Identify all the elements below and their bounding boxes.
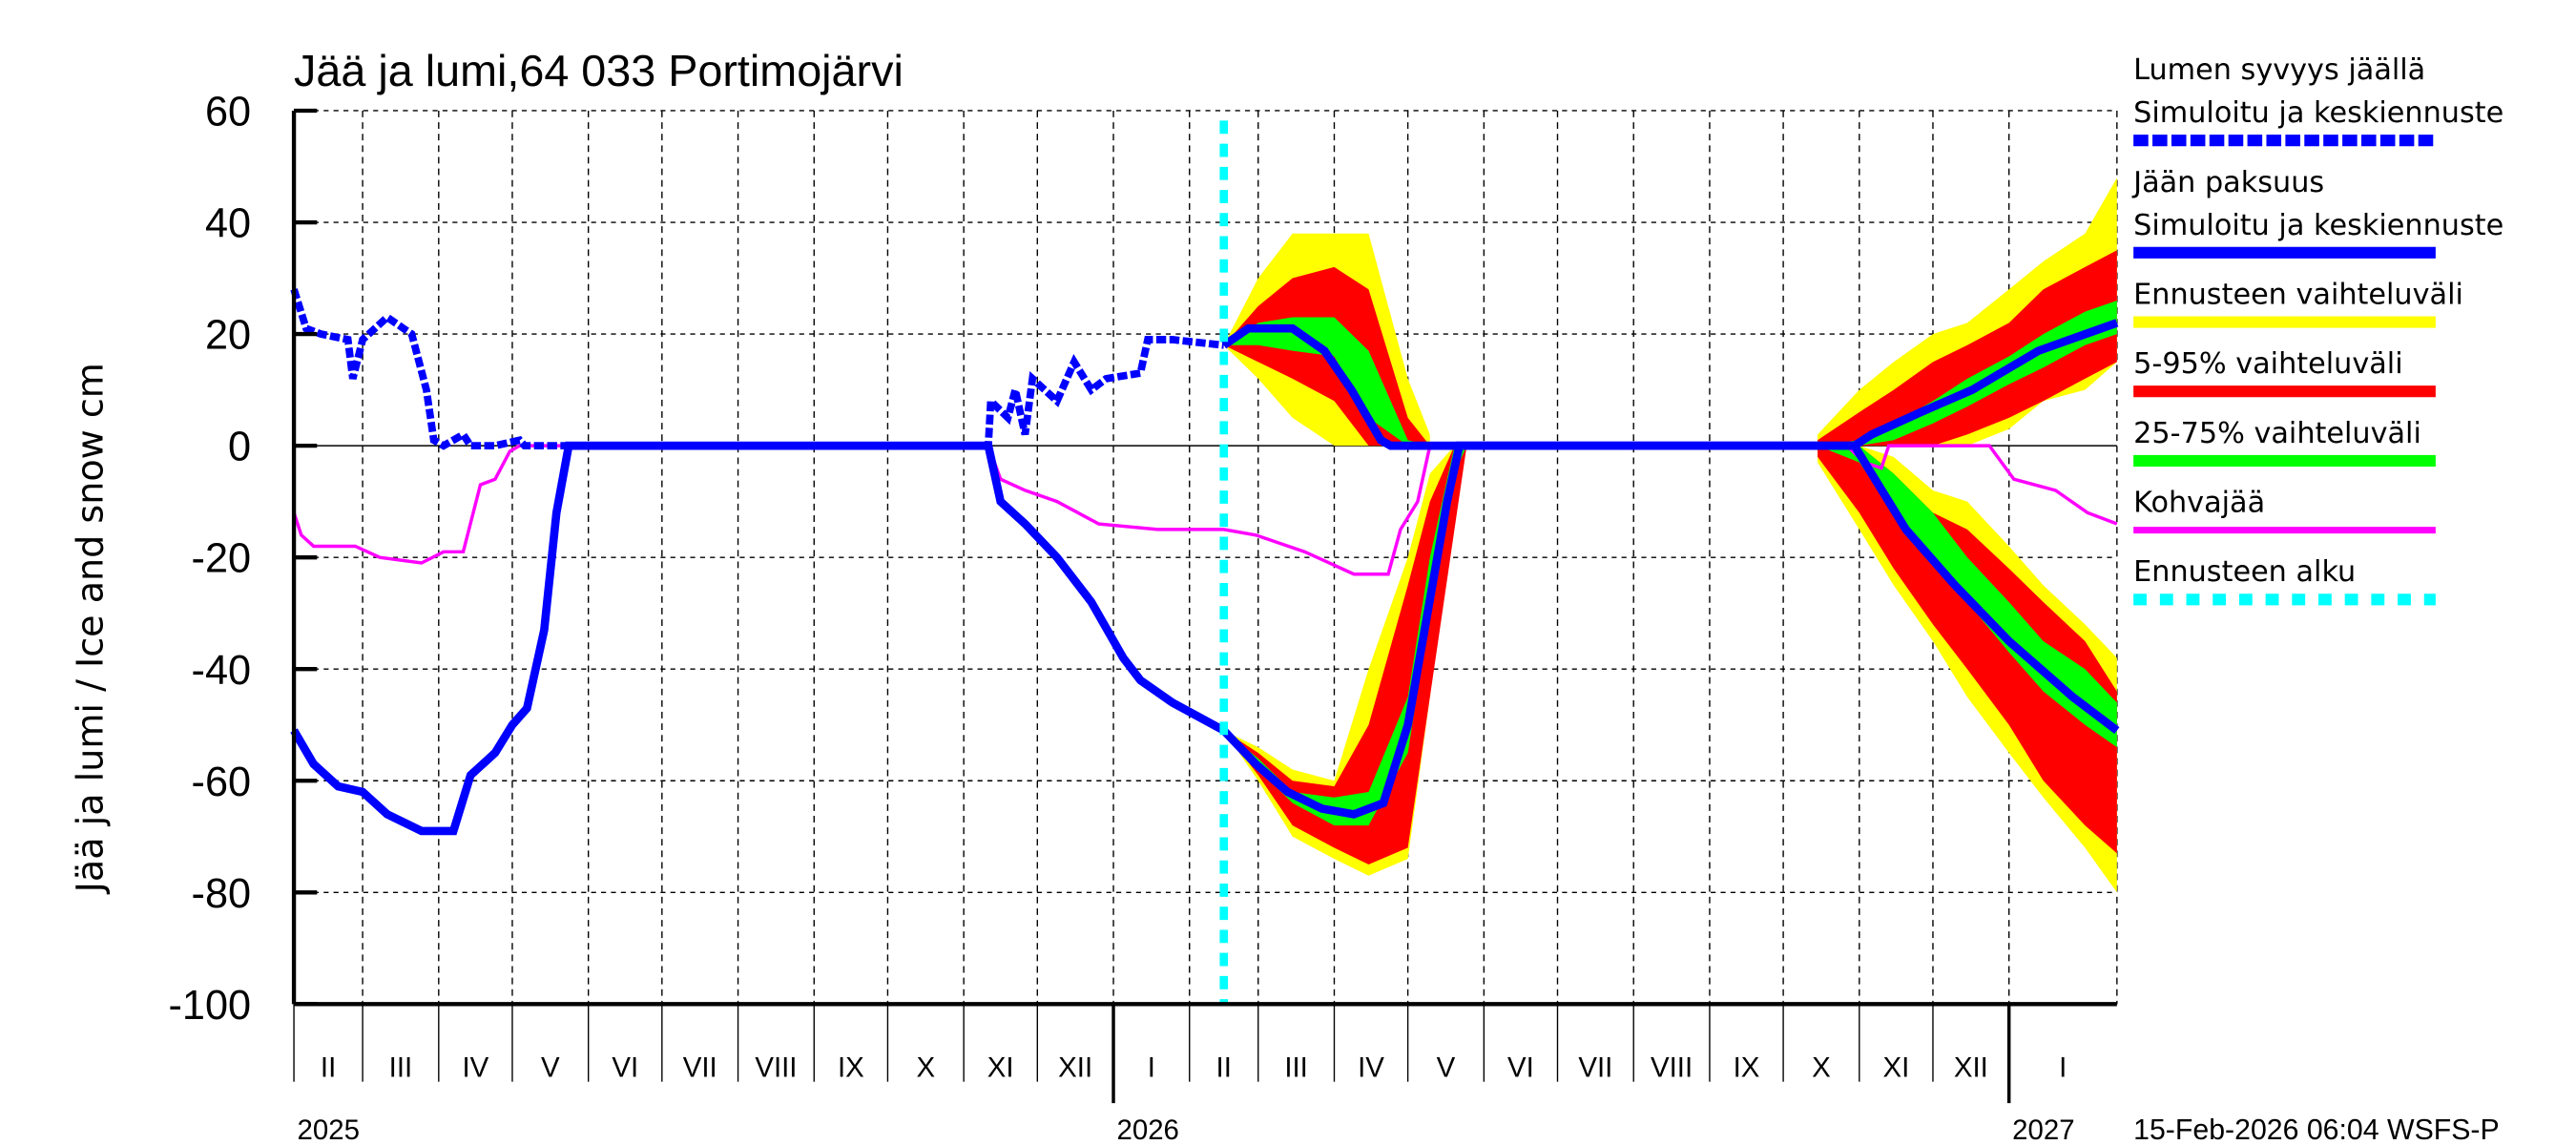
y-tick-label: -80: [192, 871, 252, 917]
month-label: VIII: [755, 1051, 797, 1083]
month-label: II: [321, 1051, 336, 1083]
y-tick-label: 40: [205, 201, 251, 247]
p5-95-band-ice-autumn: [1818, 446, 2117, 854]
series-lines: [290, 120, 2120, 1005]
y-tick-label: 0: [228, 425, 251, 470]
legend-label: Simuloitu ja keskiennuste: [2133, 96, 2503, 130]
month-label: IX: [838, 1051, 864, 1083]
legend-label: Lumen syvyys jäällä: [2133, 53, 2425, 87]
ice-simulated-line: [290, 441, 1226, 836]
legend-label: Kohvajää: [2133, 487, 2265, 520]
month-label: IV: [462, 1051, 488, 1083]
month-label: VI: [612, 1051, 638, 1083]
snow-forecast-median-line: [1221, 319, 2119, 450]
month-label: X: [916, 1051, 935, 1083]
forecast-bands: [1223, 177, 2117, 893]
y-tick-label: 60: [205, 90, 251, 135]
month-label: XI: [1882, 1051, 1909, 1083]
month-label: I: [2059, 1051, 2067, 1083]
year-label: 2026: [1116, 1114, 1178, 1145]
p25-75-band-snow-spring: [1223, 317, 1430, 447]
y-axis-label: Jää ja lumi / Ice and snow cm: [69, 363, 111, 894]
month-label: III: [389, 1051, 413, 1083]
legend-label: 25-75% vaihteluväli: [2133, 417, 2421, 450]
slush-line: [292, 444, 2118, 576]
y-tick-label: 20: [205, 313, 251, 359]
month-label: IV: [1358, 1051, 1384, 1083]
snow-simulated-line: [290, 288, 1225, 450]
month-label: VI: [1507, 1051, 1534, 1083]
month-label: VII: [1578, 1051, 1612, 1083]
month-label: II: [1216, 1051, 1232, 1083]
month-label: IX: [1734, 1051, 1760, 1083]
y-tick-label: -20: [192, 536, 252, 582]
year-label: 2025: [298, 1114, 360, 1145]
legend: Lumen syvyys jäällä Simuloitu ja keskienn…: [2131, 53, 2503, 606]
month-label: VIII: [1651, 1051, 1693, 1083]
p5-95-band-snow-autumn: [1818, 250, 2117, 447]
month-label: V: [1437, 1051, 1456, 1083]
month-label: I: [1148, 1051, 1155, 1083]
month-label: X: [1812, 1051, 1831, 1083]
legend-label: Jään paksuus: [2131, 166, 2324, 199]
y-tick-label: -100: [168, 983, 251, 1029]
p25-75-band-snow-autumn: [1818, 300, 2117, 447]
month-label: V: [541, 1051, 560, 1083]
y-tick-label: -60: [192, 760, 252, 805]
month-label: III: [1284, 1051, 1308, 1083]
year-label: 2027: [2012, 1114, 2074, 1145]
p5-95-band-ice-spring: [1223, 446, 1467, 865]
month-label: XII: [1058, 1051, 1092, 1083]
legend-label: Ennusteen alku: [2133, 555, 2356, 589]
y-tick-label: -40: [192, 648, 252, 694]
timestamp: 15-Feb-2026 06:04 WSFS-P: [2133, 1114, 2500, 1145]
ice-forecast-median-line: [1220, 441, 2120, 819]
month-label: XI: [987, 1051, 1014, 1083]
legend-label: Ennusteen vaihteluväli: [2133, 278, 2463, 311]
month-label: XII: [1954, 1051, 1988, 1083]
legend-label: 5-95% vaihteluväli: [2133, 347, 2402, 381]
legend-label: Simuloitu ja keskiennuste: [2133, 209, 2503, 242]
grid: [294, 110, 2118, 1005]
month-label: VII: [683, 1051, 717, 1083]
chart-title: Jää ja lumi,64 033 Portimojärvi: [294, 46, 904, 95]
